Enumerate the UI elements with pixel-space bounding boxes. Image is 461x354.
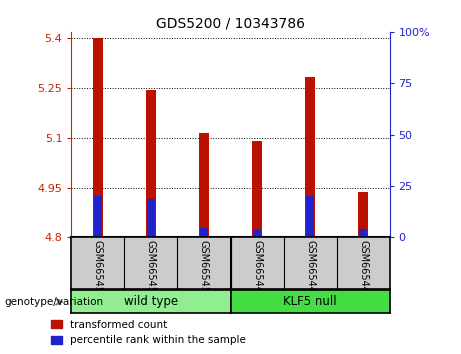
Bar	[93, 39, 103, 237]
Text: GSM665454: GSM665454	[199, 240, 209, 299]
Bar	[359, 229, 367, 237]
Bar	[146, 90, 156, 237]
Text: KLF5 null: KLF5 null	[283, 295, 337, 308]
Bar	[94, 196, 102, 237]
Bar	[252, 141, 262, 237]
Bar	[306, 196, 314, 237]
Text: GSM665448: GSM665448	[305, 240, 315, 299]
Bar	[358, 193, 368, 237]
Bar	[147, 199, 155, 237]
Legend: transformed count, percentile rank within the sample: transformed count, percentile rank withi…	[51, 320, 246, 345]
Bar	[199, 133, 209, 237]
Text: GSM665453: GSM665453	[146, 240, 156, 299]
Text: wild type: wild type	[124, 295, 178, 308]
Bar	[253, 229, 261, 237]
Text: GSM665446: GSM665446	[252, 240, 262, 299]
Bar	[200, 228, 208, 237]
Title: GDS5200 / 10343786: GDS5200 / 10343786	[156, 17, 305, 31]
Text: GSM665449: GSM665449	[358, 240, 368, 299]
Bar	[305, 76, 315, 237]
Text: genotype/variation: genotype/variation	[5, 297, 104, 307]
Text: GSM665451: GSM665451	[93, 240, 103, 299]
